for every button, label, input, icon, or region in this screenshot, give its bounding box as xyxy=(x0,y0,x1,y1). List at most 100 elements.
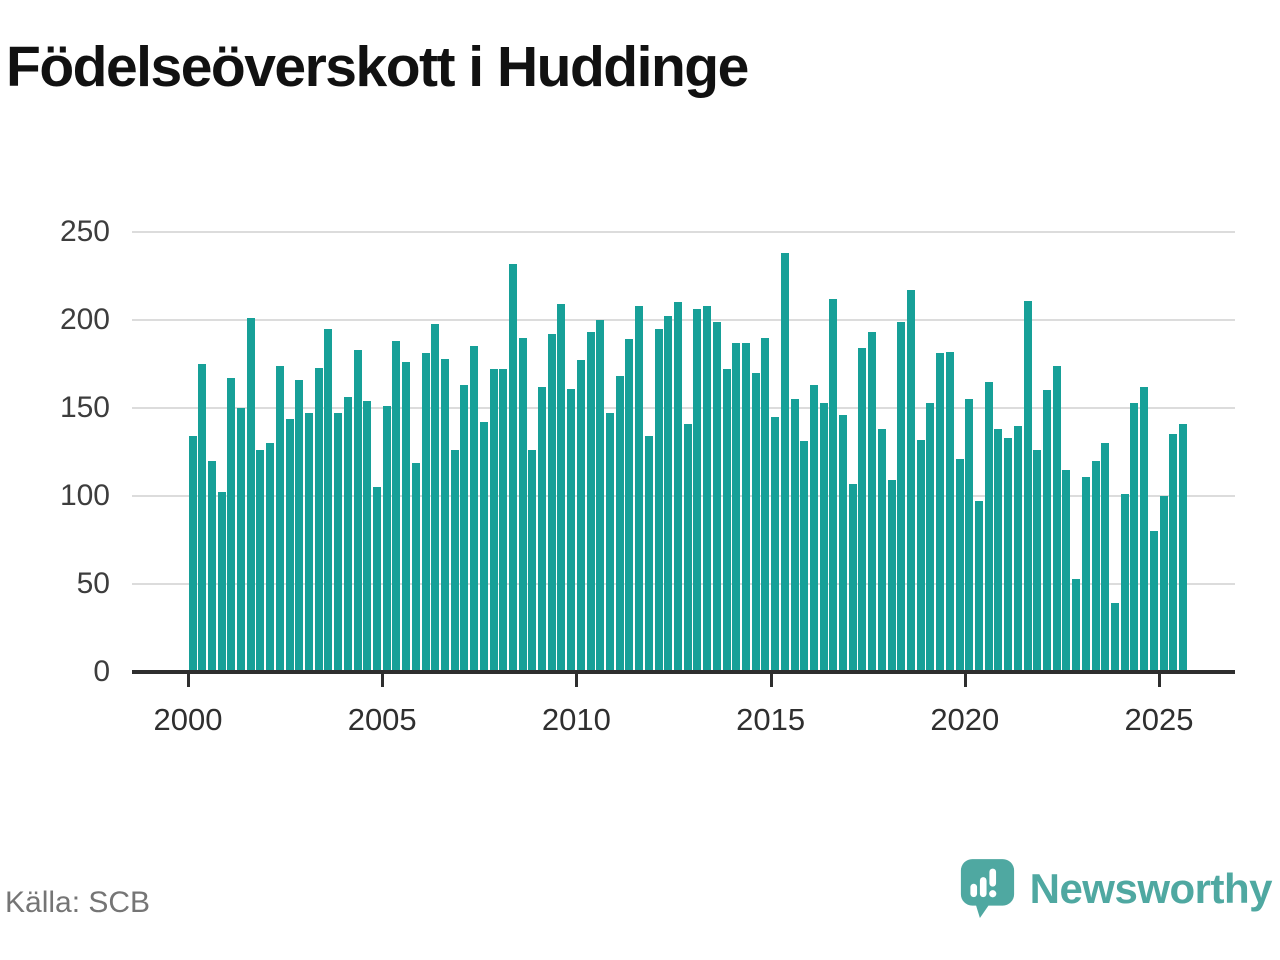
bar xyxy=(547,334,556,672)
source-note: Källa: SCB xyxy=(5,886,151,919)
bar xyxy=(1081,476,1090,672)
bar xyxy=(440,358,449,672)
bar xyxy=(790,399,799,672)
bar xyxy=(1110,603,1119,672)
bar xyxy=(683,423,692,672)
bar xyxy=(382,406,391,672)
bar xyxy=(936,353,945,672)
bar xyxy=(664,316,673,672)
bar xyxy=(819,402,828,672)
bar xyxy=(868,332,877,672)
bar xyxy=(518,337,527,672)
bar xyxy=(1072,578,1081,672)
bar xyxy=(1178,423,1187,672)
brand-wordmark: Newsworthy xyxy=(1029,865,1273,912)
bar xyxy=(275,365,284,672)
bar xyxy=(508,263,517,672)
x-axis-tick xyxy=(187,674,190,687)
bar xyxy=(761,337,770,672)
bar xyxy=(1004,437,1013,672)
x-axis-label: 2005 xyxy=(347,702,417,737)
bar xyxy=(975,501,983,672)
bar xyxy=(372,487,381,672)
bar xyxy=(780,253,789,672)
bar xyxy=(266,443,275,672)
bar xyxy=(926,402,935,672)
x-axis-label: 2025 xyxy=(1124,702,1194,737)
bar xyxy=(887,480,896,672)
bar xyxy=(499,369,508,672)
bar xyxy=(557,304,566,672)
bar xyxy=(916,439,925,672)
bar xyxy=(246,318,255,672)
gridline xyxy=(132,583,1235,585)
bar xyxy=(722,369,731,672)
y-axis-label: 100 xyxy=(59,479,110,512)
bar xyxy=(965,399,974,672)
bar xyxy=(324,328,333,672)
bar xyxy=(635,305,644,672)
bar xyxy=(586,332,595,672)
x-axis-label: 2000 xyxy=(153,702,223,737)
bar xyxy=(1033,450,1042,672)
bar xyxy=(800,441,809,672)
bar xyxy=(1013,425,1022,672)
bar xyxy=(1120,494,1129,672)
bar xyxy=(771,416,780,672)
bar xyxy=(751,372,760,672)
bar xyxy=(528,450,537,672)
bar xyxy=(809,385,818,672)
bar xyxy=(877,429,886,672)
bar xyxy=(576,360,585,672)
bar xyxy=(596,320,605,672)
y-axis-label: 250 xyxy=(59,215,110,248)
bar xyxy=(644,436,653,672)
bar xyxy=(606,413,615,672)
x-axis-tick xyxy=(963,674,967,687)
bar xyxy=(1130,402,1139,672)
bar xyxy=(305,413,314,672)
x-axis-tick xyxy=(575,674,579,687)
bar xyxy=(848,483,857,672)
bar xyxy=(421,353,430,672)
bar xyxy=(295,379,304,672)
bar xyxy=(1023,300,1032,672)
bar xyxy=(1052,365,1061,672)
gridline xyxy=(132,231,1235,233)
x-axis-tick xyxy=(381,674,385,687)
bar xyxy=(741,342,750,672)
bar xyxy=(479,422,488,672)
bar xyxy=(984,381,993,672)
bar xyxy=(431,323,440,672)
chart-title: Födelseöverskott i Huddinge xyxy=(6,35,749,99)
y-axis-label: 50 xyxy=(76,567,110,600)
bar xyxy=(625,339,634,672)
bar xyxy=(334,413,343,672)
bar xyxy=(955,459,964,672)
x-axis-tick xyxy=(1158,674,1161,687)
bar xyxy=(207,460,216,672)
bar xyxy=(450,450,459,672)
x-axis-label: 2015 xyxy=(736,702,806,737)
bar xyxy=(237,408,246,672)
bar xyxy=(712,321,721,672)
x-axis-tick xyxy=(769,674,773,687)
bar xyxy=(489,369,498,672)
bar xyxy=(1042,390,1051,672)
bar xyxy=(1159,496,1168,672)
bar xyxy=(615,376,624,672)
gridline xyxy=(132,319,1235,321)
bar xyxy=(353,349,362,672)
gridline xyxy=(132,407,1235,409)
bar xyxy=(732,342,741,672)
bar xyxy=(1101,443,1110,672)
bar xyxy=(256,450,265,672)
x-axis-label: 2010 xyxy=(541,702,611,737)
x-axis-label: 2020 xyxy=(930,702,1000,737)
bar xyxy=(1062,469,1071,672)
bar xyxy=(693,309,702,672)
bar xyxy=(829,298,838,672)
bar xyxy=(538,386,547,672)
